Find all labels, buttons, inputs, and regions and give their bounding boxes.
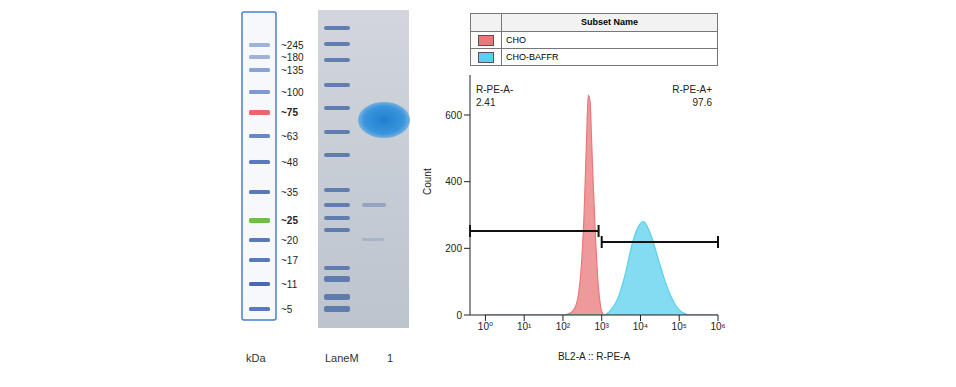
svg-text:~25: ~25 [281,215,298,226]
svg-text:~180: ~180 [281,52,304,63]
svg-text:~63: ~63 [281,131,298,142]
html-text:2.41: 2.41 [476,97,496,108]
html-text:97.6: 97.6 [692,97,712,108]
svg-text:~5: ~5 [281,304,293,315]
html-text:Subset Name: Subset Name [581,17,638,27]
svg-text:10⁵: 10⁵ [672,321,687,332]
svg-text:BL2-A :: R-PE-A: BL2-A :: R-PE-A [558,351,631,362]
svg-text:~100: ~100 [281,87,304,98]
html-text:R-PE-A-: R-PE-A- [476,84,514,95]
svg-text:0: 0 [456,310,462,321]
html-text:CHO: CHO [506,35,526,45]
svg-text:kDa: kDa [246,352,266,364]
svg-text:~35: ~35 [281,187,298,198]
svg-text:600: 600 [445,110,462,121]
svg-text:10⁰: 10⁰ [478,321,493,332]
svg-text:10¹: 10¹ [517,321,532,332]
svg-text:10²: 10² [556,321,571,332]
svg-text:~48: ~48 [281,157,298,168]
svg-text:~17: ~17 [281,255,298,266]
svg-text:1: 1 [387,352,393,364]
html-text:CHO-BAFFR: CHO-BAFFR [506,52,559,62]
svg-text:~11: ~11 [281,279,298,290]
svg-text:10⁶: 10⁶ [710,321,725,332]
svg-text:LaneM: LaneM [325,352,359,364]
svg-text:~135: ~135 [281,65,304,76]
svg-text:~20: ~20 [281,235,298,246]
svg-text:~245: ~245 [281,40,304,51]
svg-text:10⁴: 10⁴ [633,321,648,332]
svg-text:~75: ~75 [281,107,298,118]
svg-text:10³: 10³ [594,321,609,332]
svg-text:200: 200 [445,243,462,254]
svg-text:400: 400 [445,176,462,187]
svg-text:Count: Count [422,168,433,195]
html-text:R-PE-A+: R-PE-A+ [672,84,712,95]
